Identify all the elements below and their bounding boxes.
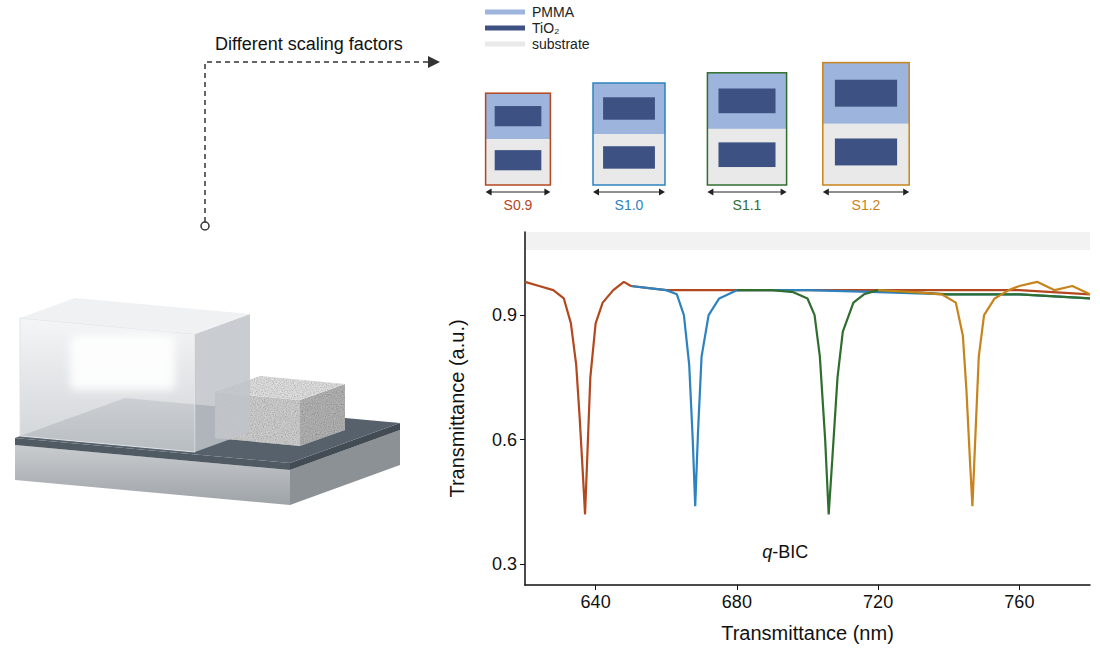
svg-text:0.3: 0.3: [492, 554, 517, 574]
svg-text:Transmittance (nm): Transmittance (nm): [721, 622, 894, 644]
svg-text:q: q: [762, 542, 772, 562]
svg-text:substrate: substrate: [532, 36, 590, 52]
svg-text:0.9: 0.9: [492, 305, 517, 325]
svg-text:720: 720: [863, 592, 893, 612]
svg-text:S1.1: S1.1: [733, 197, 762, 213]
svg-text:S0.9: S0.9: [504, 197, 533, 213]
svg-text:640: 640: [581, 592, 611, 612]
svg-text:Different scaling factors: Different scaling factors: [215, 34, 403, 54]
svg-text:0.6: 0.6: [492, 430, 517, 450]
svg-text:Transmittance (a.u.): Transmittance (a.u.): [446, 319, 468, 497]
svg-text:760: 760: [1004, 592, 1034, 612]
svg-text:TiO₂: TiO₂: [532, 20, 559, 36]
svg-text:680: 680: [722, 592, 752, 612]
svg-text:-BIC: -BIC: [772, 542, 808, 562]
svg-text:S1.2: S1.2: [852, 197, 881, 213]
svg-text:PMMA: PMMA: [532, 4, 575, 20]
svg-text:S1.0: S1.0: [615, 197, 644, 213]
